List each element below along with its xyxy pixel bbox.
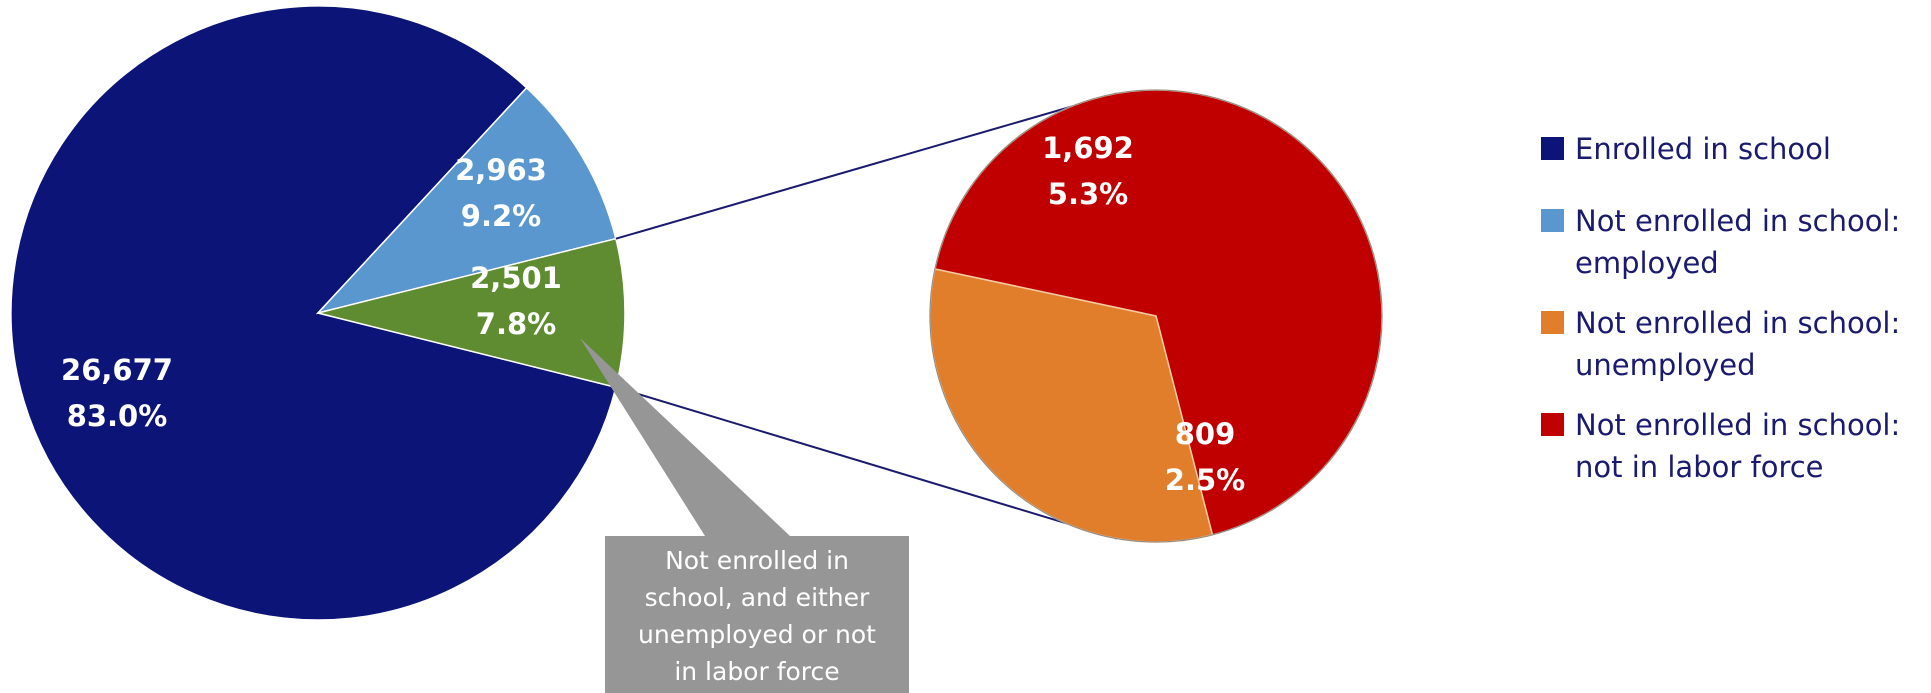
legend-item: Not enrolled in school: employed [1541,200,1921,284]
callout-text-line: Not enrolled in [665,546,849,575]
legend-label: employed [1575,246,1719,280]
data-label-value: 26,677 [61,353,173,387]
pie-slice-enrolled [10,5,617,621]
callout-pointer [580,338,790,536]
data-label-percent: 9.2% [461,199,541,233]
data-label-value: 2,501 [470,261,562,295]
callout-rect [605,536,909,693]
connector-lines [615,92,1118,540]
legend-swatch [1541,413,1564,436]
connector-line-bottom [615,386,1118,540]
legend-item: Enrolled in school [1541,128,1921,170]
legend-label: Not enrolled in school: [1575,306,1901,340]
callout-text-line: school, and either [645,583,870,612]
data-label-percent: 83.0% [67,399,168,433]
legend-label: Not enrolled in school: [1575,204,1901,238]
legend-label: unemployed [1575,348,1756,382]
data-label-value: 809 [1175,417,1236,451]
detail-pie-outline [929,89,1383,543]
legend-item: Not enrolled in school: unemployed [1541,302,1921,386]
callout-text-line: in labor force [674,657,839,686]
connector-line-top [615,92,1118,240]
callout-text-line: unemployed or not [638,620,876,649]
data-label-percent: 7.8% [476,307,556,341]
detail-pie [929,89,1383,543]
data-labels: 26,677 83.0% 2,963 9.2% 2,501 7.8% 1,692 5.3% 80… [61,131,1245,497]
main-pie [10,5,626,621]
legend-swatch [1541,311,1564,334]
legend-label: not in labor force [1575,450,1824,484]
legend-swatch [1541,137,1564,160]
data-label-percent: 2.5% [1165,463,1245,497]
data-label-value: 2,963 [455,153,547,187]
legend: Enrolled in school Not enrolled in school… [1541,128,1921,488]
data-label-percent: 5.3% [1048,177,1128,211]
data-label-value: 1,692 [1042,131,1134,165]
legend-label: Enrolled in school [1575,132,1831,166]
callout-box: Not enrolled in school, and either unemplo… [580,338,909,693]
legend-item: Not enrolled in school: not in labor forc… [1541,404,1921,488]
legend-label: Not enrolled in school: [1575,408,1901,442]
legend-swatch [1541,209,1564,232]
